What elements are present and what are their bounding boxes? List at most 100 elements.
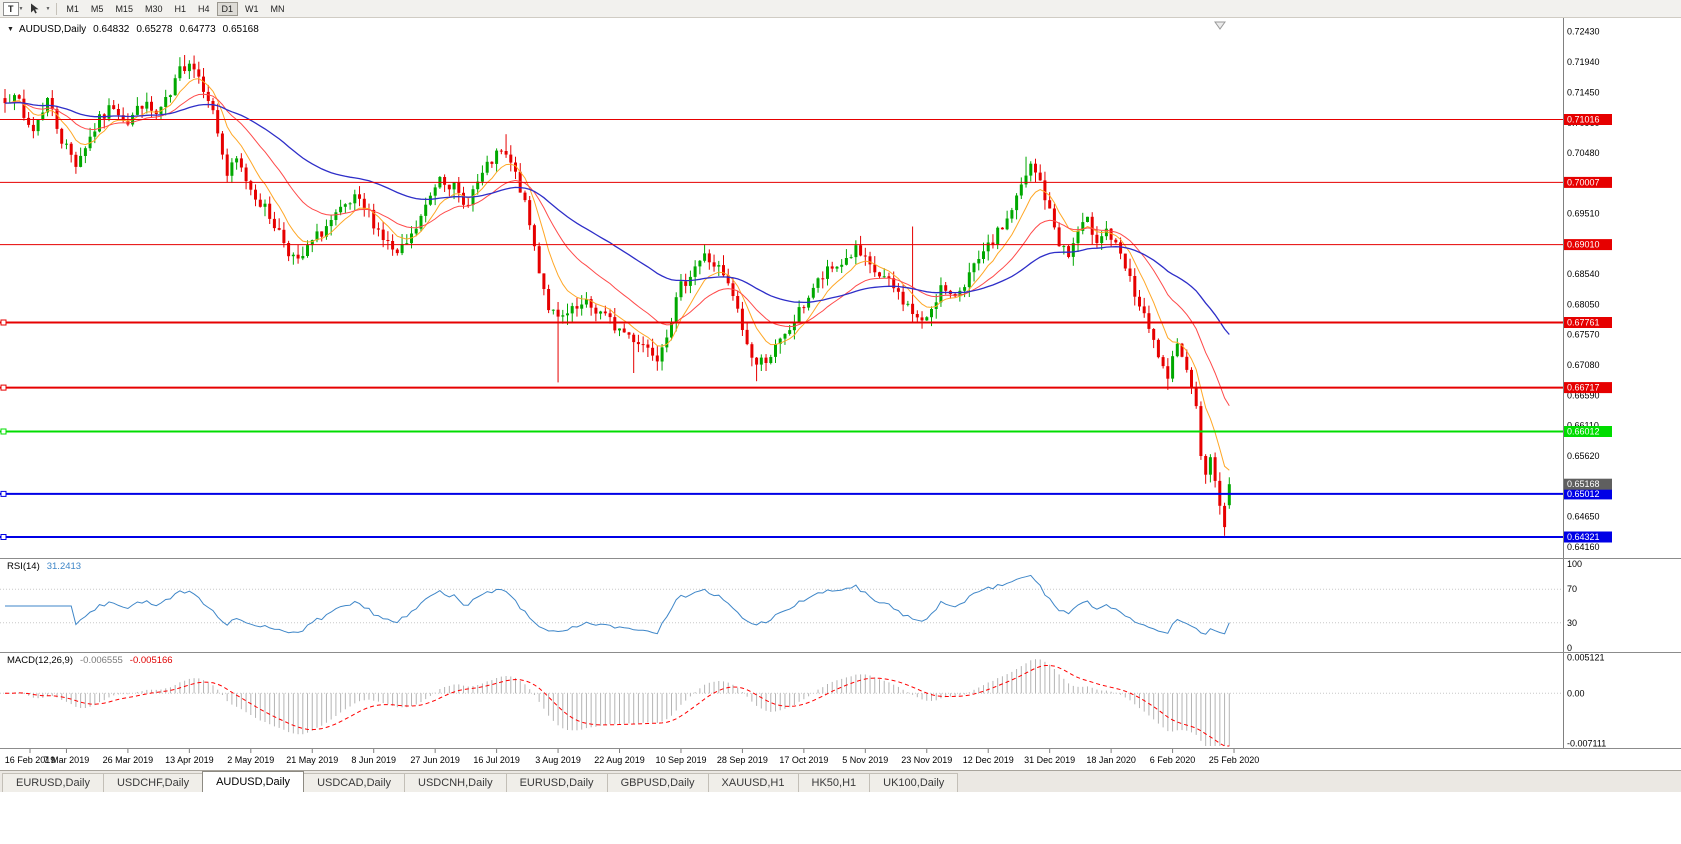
date-tick-label: 3 Aug 2019 bbox=[535, 755, 581, 765]
price-badge-label: 0.69010 bbox=[1567, 240, 1600, 250]
chart-tab-audusd-daily[interactable]: AUDUSD,Daily bbox=[202, 771, 305, 792]
chart-window: 0.724300.719400.714500.709600.704800.699… bbox=[0, 18, 1681, 770]
price-badge bbox=[1564, 317, 1612, 328]
candlestick-series bbox=[3, 55, 1231, 536]
date-tick-label: 18 Jan 2020 bbox=[1086, 755, 1136, 765]
price-tick-label: 0.67080 bbox=[1567, 360, 1600, 370]
macd-signal-line bbox=[5, 664, 1230, 747]
macd-histogram bbox=[9, 659, 1230, 746]
price-tick-label: 0.64650 bbox=[1567, 512, 1600, 522]
cursor-icon bbox=[31, 3, 40, 14]
hline-handle[interactable] bbox=[0, 490, 7, 497]
rsi-line bbox=[5, 574, 1230, 635]
current-price-label: 0.65168 bbox=[1567, 479, 1600, 489]
hline-handle[interactable] bbox=[0, 319, 7, 326]
chart-tab-usdcad-daily[interactable]: USDCAD,Daily bbox=[303, 773, 406, 792]
price-tick-label: 0.66590 bbox=[1567, 391, 1600, 401]
chart-tab-usdchf-daily[interactable]: USDCHF,Daily bbox=[102, 773, 204, 792]
price-badge bbox=[1564, 114, 1612, 125]
chart-tab-eurusd-daily[interactable]: EURUSD,Daily bbox=[2, 773, 104, 792]
date-tick-label: 6 Feb 2020 bbox=[1150, 755, 1196, 765]
date-tick-label: 26 Mar 2019 bbox=[103, 755, 154, 765]
date-tick-label: 8 Jun 2019 bbox=[351, 755, 396, 765]
macd-tick-label: 0.005121 bbox=[1567, 652, 1605, 662]
date-tick-label: 27 Jun 2019 bbox=[410, 755, 460, 765]
rsi-tick-label: 70 bbox=[1567, 584, 1577, 594]
chart-tab-eurusd-daily[interactable]: EURUSD,Daily bbox=[505, 773, 608, 792]
ma-slow-line bbox=[4, 101, 1230, 335]
timeframe-button-h1[interactable]: H1 bbox=[174, 3, 186, 14]
date-tick-label: 28 Sep 2019 bbox=[717, 755, 768, 765]
indicator-level-lines bbox=[0, 588, 1563, 694]
date-tick-label: 5 Nov 2019 bbox=[842, 755, 888, 765]
hline-handle[interactable] bbox=[0, 534, 7, 540]
price-tick-label: 0.67570 bbox=[1567, 329, 1600, 339]
price-badge-label: 0.66012 bbox=[1567, 427, 1600, 437]
date-tick-label: 16 Feb 2019 bbox=[5, 755, 56, 765]
chart-plot-area[interactable] bbox=[0, 18, 1563, 558]
chevron-down-icon[interactable]: ▼ bbox=[45, 5, 51, 12]
chart-tab-gbpusd-daily[interactable]: GBPUSD,Daily bbox=[606, 773, 709, 792]
price-badge bbox=[1564, 176, 1612, 188]
macd-tick-label: -0.007111 bbox=[1567, 738, 1606, 748]
date-tick-label: 7 Mar 2019 bbox=[44, 755, 90, 765]
date-tick-label: 31 Dec 2019 bbox=[1024, 755, 1075, 765]
date-tick-label: 23 Nov 2019 bbox=[901, 755, 952, 765]
price-badge-label: 0.71016 bbox=[1567, 115, 1600, 125]
top-toolbar: T ▼ ▼ M1 M5 M15 M30 H1 H4 D1 W1 MN bbox=[0, 0, 1681, 18]
date-tick-label: 13 Apr 2019 bbox=[165, 755, 214, 765]
chart-tabs-bar: EURUSD,Daily USDCHF,Daily AUDUSD,Daily USDC… bbox=[0, 770, 1681, 792]
chart-tab-usdcnh-daily[interactable]: USDCNH,Daily bbox=[404, 773, 507, 792]
hline-handle[interactable] bbox=[0, 428, 7, 435]
chart-canvas[interactable]: 0.724300.719400.714500.709600.704800.699… bbox=[0, 18, 1681, 770]
price-tick-label: 0.66110 bbox=[1567, 420, 1599, 430]
date-tick-label: 22 Aug 2019 bbox=[594, 755, 645, 765]
window-background bbox=[0, 792, 1681, 844]
ma-mid-line bbox=[4, 93, 1230, 407]
price-badge-label: 0.64321 bbox=[1567, 532, 1600, 542]
timeframe-button-mn[interactable]: MN bbox=[270, 3, 285, 14]
chevron-down-icon[interactable]: ▼ bbox=[18, 5, 24, 12]
chart-tab-xauusd-h1[interactable]: XAUUSD,H1 bbox=[707, 773, 799, 792]
current-price-badge bbox=[1564, 478, 1612, 490]
price-tick-label: 0.69510 bbox=[1567, 208, 1600, 218]
price-badge bbox=[1564, 488, 1612, 500]
timeframe-button-d1[interactable]: D1 bbox=[216, 1, 239, 16]
timeframe-button-w1[interactable]: W1 bbox=[245, 3, 259, 14]
price-tick-label: 0.70480 bbox=[1567, 148, 1600, 158]
axes bbox=[0, 18, 1681, 749]
chart-tab-uk100-daily[interactable]: UK100,Daily bbox=[869, 773, 959, 792]
timeframe-button-m5[interactable]: M5 bbox=[90, 3, 104, 14]
rsi-tick-label: 0 bbox=[1567, 643, 1572, 653]
chart-shift-marker[interactable] bbox=[1214, 21, 1226, 30]
date-tick-label: 12 Dec 2019 bbox=[963, 755, 1014, 765]
timeframe-button-h4[interactable]: H4 bbox=[197, 3, 210, 14]
cursor-tool-button[interactable] bbox=[25, 2, 45, 16]
timeframe-buttons: M1 M5 M15 M30 H1 H4 D1 W1 MN bbox=[61, 1, 289, 16]
price-tick-label: 0.64160 bbox=[1567, 542, 1600, 552]
price-badges: 0.71016 0.70007 0.69010 0.67761 0.66717 0.660… bbox=[1564, 114, 1612, 543]
date-tick-label: 16 Jul 2019 bbox=[473, 755, 520, 765]
chart-template-button[interactable]: T bbox=[3, 1, 19, 16]
rsi-tick-label: 100 bbox=[1567, 559, 1582, 569]
price-badge-label: 0.66717 bbox=[1567, 383, 1600, 393]
price-tick-label: 0.71450 bbox=[1567, 88, 1600, 98]
timeframe-button-m30[interactable]: M30 bbox=[144, 3, 163, 14]
price-badge bbox=[1564, 239, 1612, 251]
hline-handle[interactable] bbox=[0, 384, 7, 391]
chart-tab-hk50-h1[interactable]: HK50,H1 bbox=[797, 773, 871, 792]
timeframe-button-m1[interactable]: M1 bbox=[66, 3, 79, 14]
price-tick-label: 0.65620 bbox=[1567, 451, 1600, 461]
price-badge-label: 0.65012 bbox=[1567, 489, 1600, 499]
timeframe-button-m15[interactable]: M15 bbox=[115, 3, 133, 14]
date-tick-label: 17 Oct 2019 bbox=[779, 755, 828, 765]
price-badge-label: 0.67761 bbox=[1567, 318, 1600, 328]
toolbar-separator bbox=[56, 2, 58, 15]
date-tick-label: 21 May 2019 bbox=[286, 755, 338, 765]
price-badge-label: 0.70007 bbox=[1567, 177, 1600, 187]
price-badge bbox=[1564, 531, 1612, 543]
macd-tick-label: 0.00 bbox=[1567, 688, 1585, 698]
date-tick-label: 25 Feb 2020 bbox=[1209, 755, 1260, 765]
date-tick-label: 2 May 2019 bbox=[227, 755, 274, 765]
